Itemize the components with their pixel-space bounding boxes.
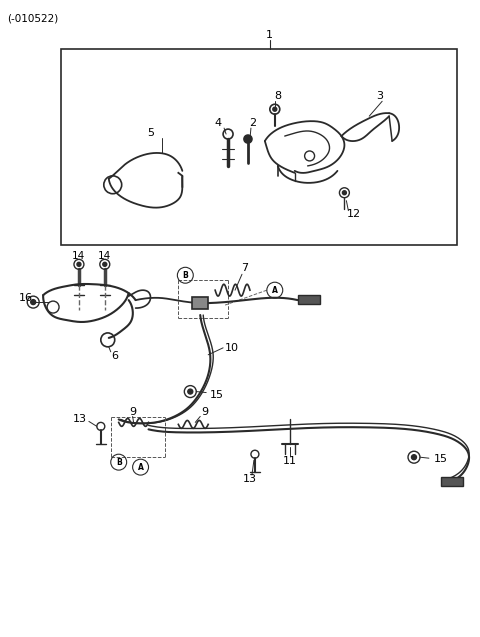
Text: 15: 15 [210,390,224,399]
Text: 9: 9 [202,408,209,417]
Text: 3: 3 [376,91,383,101]
Circle shape [31,299,36,304]
Text: 14: 14 [98,252,111,261]
Circle shape [273,107,277,111]
Bar [298,295,320,304]
Bar [441,477,463,486]
Circle shape [77,262,81,266]
Circle shape [103,262,107,266]
Text: 9: 9 [129,408,136,417]
Text: 8: 8 [274,91,281,101]
Text: 13: 13 [73,415,87,424]
Text: (-010522): (-010522) [7,14,59,24]
Text: 13: 13 [243,474,257,484]
Text: B: B [116,457,121,467]
Text: 2: 2 [250,118,256,128]
Text: 14: 14 [72,252,85,261]
Text: 5: 5 [147,128,154,138]
Text: 7: 7 [241,263,249,273]
Text: A: A [138,462,144,471]
Text: 15: 15 [434,454,448,464]
Circle shape [411,455,417,460]
Text: A: A [272,285,278,295]
Text: 16: 16 [19,293,33,303]
Text: 11: 11 [283,456,297,466]
Circle shape [244,135,252,143]
Text: 1: 1 [266,30,273,39]
Bar [192,297,208,309]
Text: 10: 10 [225,343,239,353]
Text: 4: 4 [215,118,222,128]
Circle shape [342,190,347,195]
Bar [61,48,457,245]
Circle shape [188,389,193,394]
Text: B: B [182,271,188,280]
Text: 12: 12 [347,208,361,218]
Text: 6: 6 [111,351,118,361]
